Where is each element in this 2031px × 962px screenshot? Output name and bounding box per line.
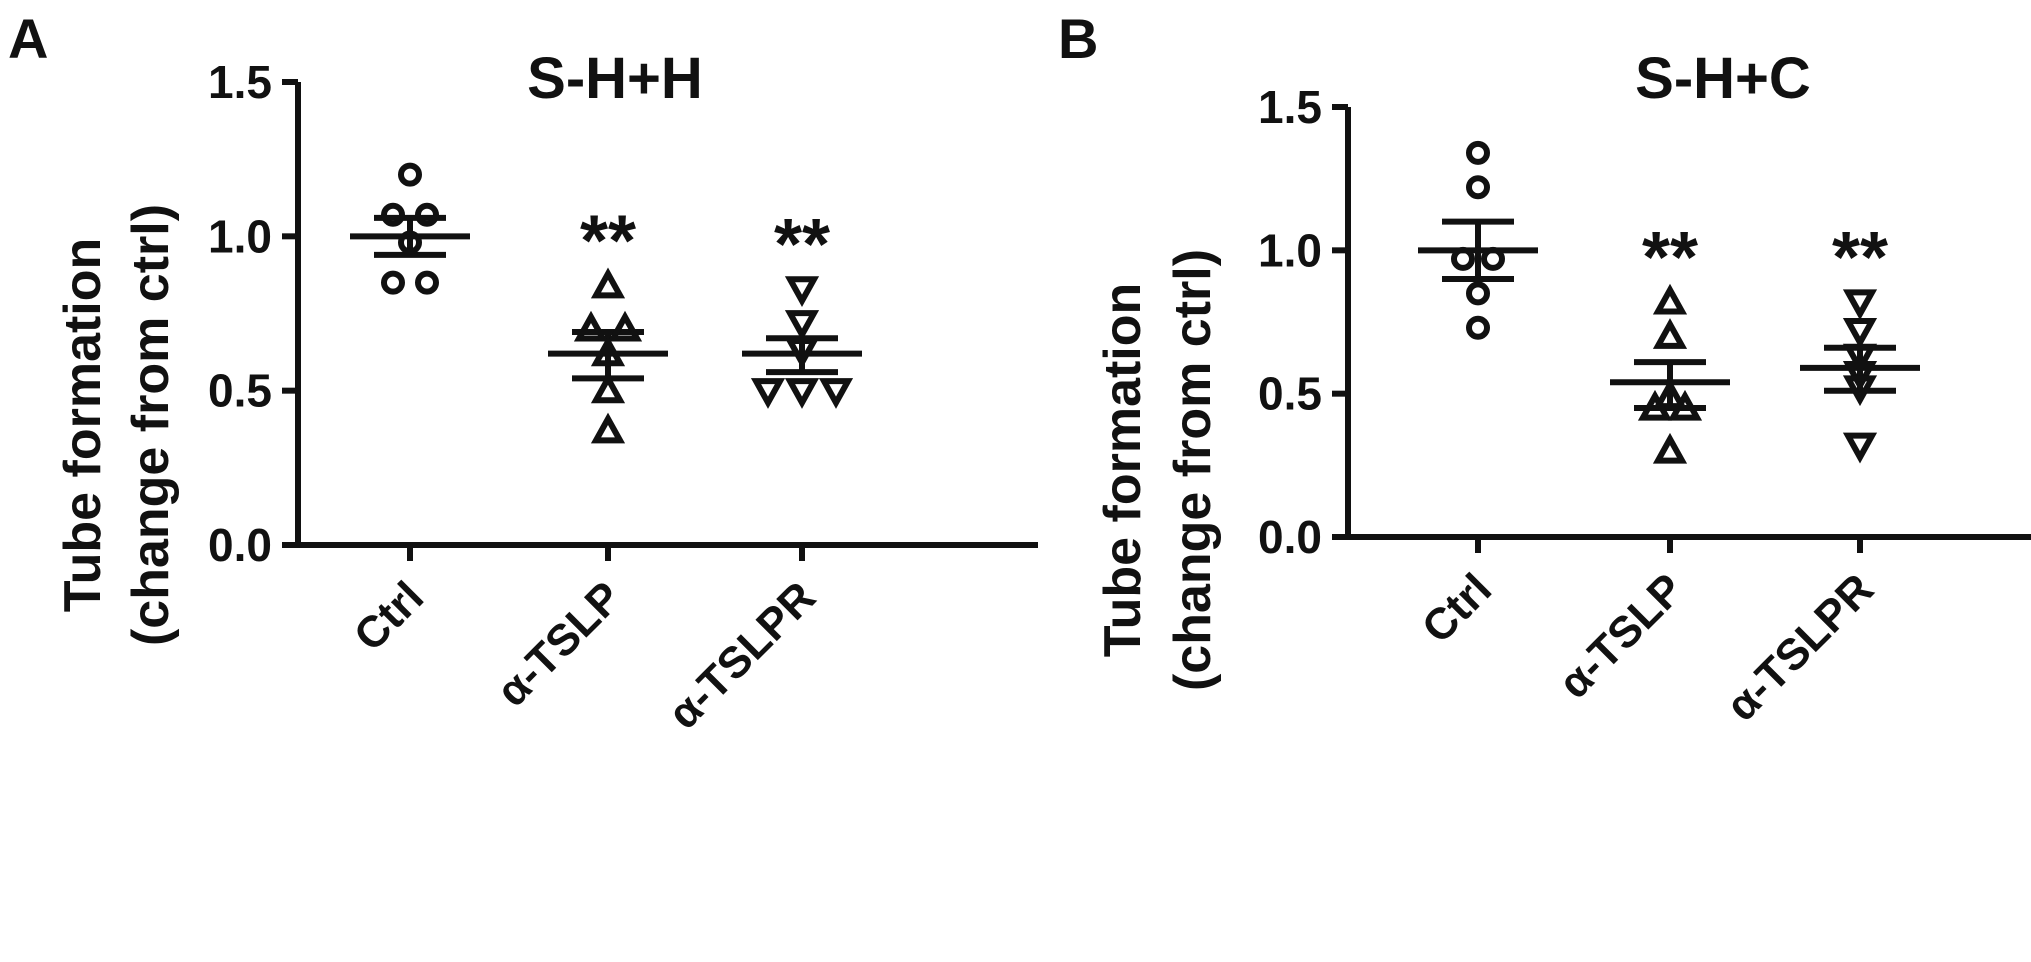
data-point: [398, 162, 422, 187]
data-point: [1652, 378, 1688, 410]
data-point: [1466, 315, 1490, 340]
data-point: [750, 378, 786, 409]
significance-label: **: [774, 205, 830, 285]
significance-label: **: [580, 202, 636, 282]
data-point: [1842, 361, 1878, 392]
data-point: [607, 310, 643, 342]
data-point: [415, 270, 439, 295]
data-point: [784, 310, 820, 341]
series-3: **: [1800, 218, 1920, 464]
data-point: [573, 310, 609, 342]
data-point: [398, 230, 422, 255]
panel-a-ylabel-line2: (change from ctrl): [122, 204, 180, 646]
data-point: [590, 335, 626, 367]
panel-b-ylabel-line2: (change from ctrl): [1164, 249, 1222, 691]
data-point: [784, 337, 820, 369]
y-tick-label: 0.0: [1258, 511, 1322, 563]
y-tick-label: 0.0: [208, 519, 272, 571]
data-point: [1842, 375, 1878, 407]
panel-a-ylabel-line1: Tube formation: [54, 238, 112, 613]
data-point: [784, 276, 820, 307]
y-tick-label: 0.5: [208, 365, 272, 417]
data-point: [1667, 389, 1703, 421]
data-point: [1466, 175, 1490, 200]
series-2: **: [548, 202, 668, 444]
series-1: [350, 162, 470, 295]
y-tick-label: 1.5: [208, 56, 272, 108]
panel-b: B S-H+C Tube formation (change from ctrl…: [1058, 7, 1811, 691]
data-point: [1451, 246, 1475, 271]
significance-label: **: [1642, 218, 1698, 298]
data-point: [1842, 289, 1878, 321]
y-tick-label: 1.5: [1258, 81, 1322, 133]
panel-a: A S-H+H Tube formation (change from ctrl…: [8, 7, 703, 646]
data-point: [590, 412, 626, 444]
data-point: [784, 378, 820, 409]
significance-label: **: [1832, 218, 1888, 298]
data-point: [381, 270, 405, 295]
data-point: [381, 202, 405, 227]
data-point: [1652, 283, 1688, 315]
data-point: [818, 378, 854, 409]
data-point: [590, 267, 626, 299]
plot-b: 0.0 0.5 1.0 1.5 Ctrl α-TSLP α-TSLPR ** **: [1258, 81, 2031, 731]
data-point: [1652, 318, 1688, 349]
series-2: **: [1610, 218, 1730, 464]
data-point: [1652, 432, 1688, 464]
panel-a-title: S-H+H: [527, 46, 703, 111]
category-label: Ctrl: [1413, 564, 1501, 652]
y-tick-label: 1.0: [1258, 224, 1322, 276]
data-point: [1637, 389, 1673, 421]
data-point: [1842, 318, 1878, 349]
category-label: Ctrl: [345, 572, 433, 660]
series-3: **: [742, 205, 862, 409]
data-point: [1481, 246, 1505, 271]
category-label: α-TSLPR: [659, 572, 825, 738]
data-point: [1466, 140, 1490, 165]
panel-b-ylabel-line1: Tube formation: [1094, 283, 1152, 658]
category-label: α-TSLP: [1549, 564, 1693, 708]
category-label: α-TSLPR: [1717, 564, 1883, 730]
panel-b-letter: B: [1058, 7, 1098, 70]
category-label: α-TSLP: [487, 572, 631, 716]
data-point: [1842, 432, 1878, 464]
data-point: [1842, 343, 1878, 375]
y-tick-label: 0.5: [1258, 368, 1322, 420]
data-point: [590, 372, 626, 404]
data-point: [1466, 281, 1490, 306]
plot-a: 0.0 0.5 1.0 1.5 Ctrl α-TSLP α-TSLPR ** **: [208, 56, 1038, 739]
panel-b-title: S-H+C: [1635, 46, 1811, 111]
panel-a-letter: A: [8, 7, 48, 70]
y-tick-label: 1.0: [208, 210, 272, 262]
series-1: [1418, 140, 1538, 340]
data-point: [415, 202, 439, 227]
